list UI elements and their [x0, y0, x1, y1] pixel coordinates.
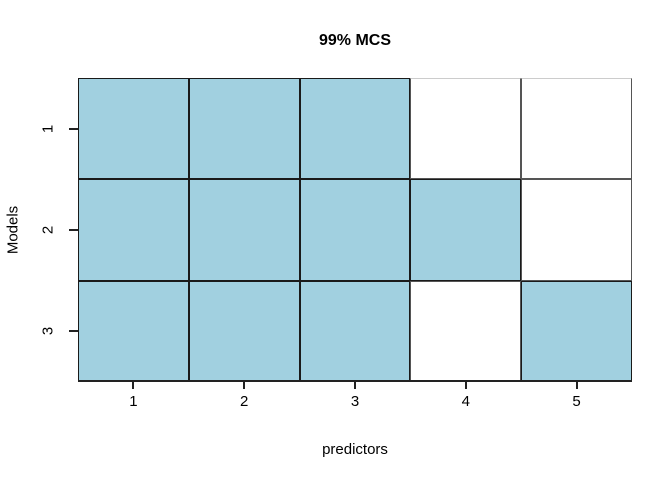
matrix-cell-model3-predictor5: [521, 280, 632, 382]
matrix-cell-model3-predictor4: [410, 280, 522, 382]
y-tick-mark: [69, 127, 78, 130]
x-tick-mark: [354, 382, 356, 389]
x-tick-mark: [243, 382, 246, 389]
matrix-cell-model2-predictor3: [299, 179, 411, 281]
matrix-cell-model2-predictor5: [521, 179, 632, 281]
matrix-cell-model1-predictor4: [410, 78, 522, 180]
x-axis-line: [78, 380, 632, 382]
y-tick-mark: [69, 330, 78, 333]
matrix-cell-model1-predictor3: [299, 78, 411, 180]
y-tick-label: 1: [39, 124, 57, 133]
matrix-cell-model1-predictor1: [78, 78, 189, 180]
matrix-cell-model1-predictor2: [188, 78, 300, 180]
x-tick-mark: [464, 382, 467, 389]
matrix-cell-model2-predictor1: [78, 179, 189, 281]
x-tick-mark: [575, 382, 578, 389]
x-tick-label: 1: [129, 393, 138, 410]
matrix-cell-model3-predictor3: [299, 280, 411, 382]
x-tick-label: 3: [350, 393, 360, 410]
y-axis-title: Models: [4, 205, 22, 255]
x-tick-label: 5: [572, 393, 581, 410]
matrix-cell-model1-predictor5: [521, 78, 632, 180]
y-tick-label: 3: [39, 327, 57, 336]
matrix-cell-model3-predictor1: [78, 280, 189, 382]
chart-title: 99% MCS: [318, 32, 392, 49]
matrix-cell-model3-predictor2: [188, 280, 300, 382]
x-tick-label: 2: [240, 393, 249, 410]
matrix-cell-model2-predictor2: [188, 179, 300, 281]
y-tick-mark: [69, 229, 78, 231]
x-tick-mark: [132, 382, 135, 389]
y-tick-label: 2: [39, 225, 57, 235]
x-tick-label: 4: [461, 393, 470, 410]
heatmap-grid: [78, 78, 632, 382]
matrix-cell-model2-predictor4: [410, 179, 522, 281]
x-axis-title: predictors: [322, 441, 388, 458]
